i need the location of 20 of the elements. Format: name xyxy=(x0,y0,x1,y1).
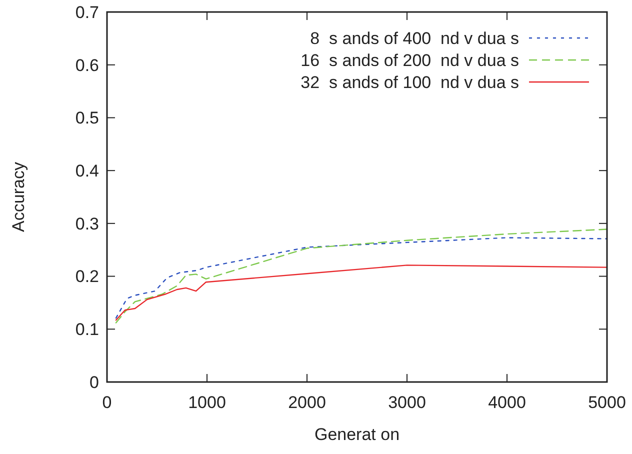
y-tick-label: 0.6 xyxy=(75,56,99,75)
y-tick-label: 0.3 xyxy=(75,214,99,234)
legend-label: 8 s ands of 400 nd v dua s xyxy=(310,28,519,48)
line-series xyxy=(115,264,608,321)
y-tick-label: 0.1 xyxy=(75,320,99,340)
x-tick-label: 0 xyxy=(102,393,112,412)
legend-label: 32 s ands of 100 nd v dua s xyxy=(300,72,519,92)
x-tick-label: 1000 xyxy=(188,393,226,412)
y-tick-label: 0 xyxy=(90,372,99,392)
y-tick-label: 0.7 xyxy=(75,2,99,22)
y-tick-label: 0.4 xyxy=(75,162,99,181)
x-tick-label: 3000 xyxy=(388,393,426,412)
legend-label: 16 s ands of 200 nd v dua s xyxy=(300,50,519,70)
x-tick-label: 4000 xyxy=(488,393,526,412)
x-axis-title: Generat on xyxy=(314,425,400,444)
y-axis-title: Accuracy xyxy=(9,162,28,232)
y-tick-label: 0.5 xyxy=(75,108,99,128)
x-tick-label: 2000 xyxy=(288,393,326,412)
y-tick-label: 0.2 xyxy=(75,267,99,286)
x-tick-label: 5000 xyxy=(588,393,626,412)
